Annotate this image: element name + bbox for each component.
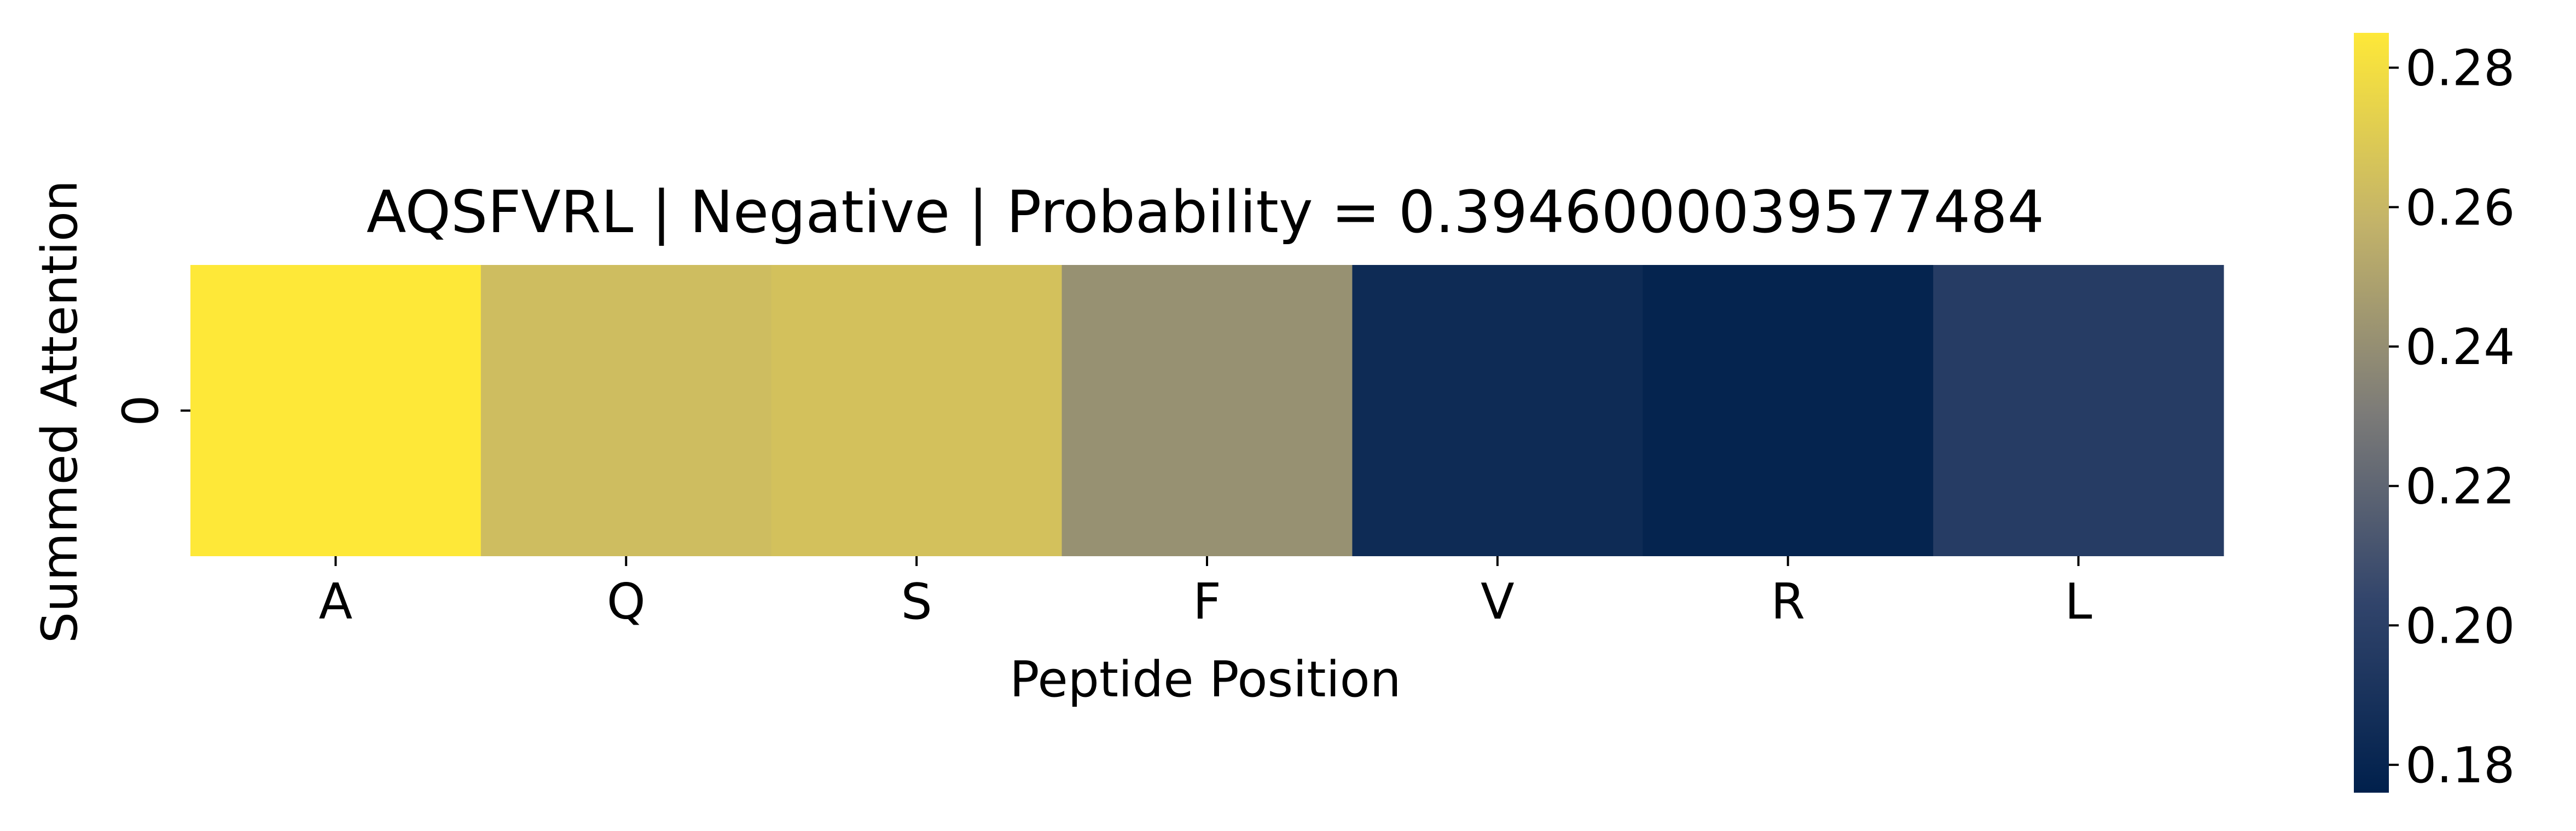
x-tick-label: V (1481, 573, 1515, 631)
colorbar-tick-label: 0.22 (2405, 458, 2515, 516)
y-axis-ticks: 0 (112, 395, 190, 426)
x-tick-label: Q (607, 573, 646, 631)
colorbar-tick-label: 0.24 (2405, 319, 2515, 376)
colorbar-tick-label: 0.18 (2405, 737, 2515, 794)
heatmap-cell (771, 265, 1063, 556)
y-tick-label: 0 (112, 395, 170, 426)
heatmap-cell (480, 265, 772, 556)
x-tick-label: A (319, 573, 353, 631)
x-tick-label: L (2064, 573, 2092, 631)
colorbar (2354, 33, 2389, 793)
x-axis-label: Peptide Position (1009, 651, 1401, 708)
colorbar-tick-label: 0.28 (2405, 40, 2515, 97)
heatmap-cell (1061, 265, 1353, 556)
chart-title: AQSFVRL | Negative | Probability = 0.394… (367, 178, 2044, 246)
x-tick-label: S (901, 573, 932, 631)
heatmap-cells (190, 265, 2224, 556)
colorbar-ticks: 0.18 0.20 0.22 0.24 0.26 0.28 (2389, 40, 2515, 794)
y-axis-label: Summed Attention (31, 180, 89, 643)
x-tick-label: F (1193, 573, 1221, 631)
colorbar-tick-label: 0.26 (2405, 179, 2515, 236)
x-tick-label: R (1771, 573, 1805, 631)
heatmap-cell (1643, 265, 1934, 556)
heatmap-cell (190, 265, 481, 556)
heatmap-cell (1352, 265, 1643, 556)
colorbar-tick-label: 0.20 (2405, 597, 2515, 655)
heatmap-cell (1933, 265, 2224, 556)
